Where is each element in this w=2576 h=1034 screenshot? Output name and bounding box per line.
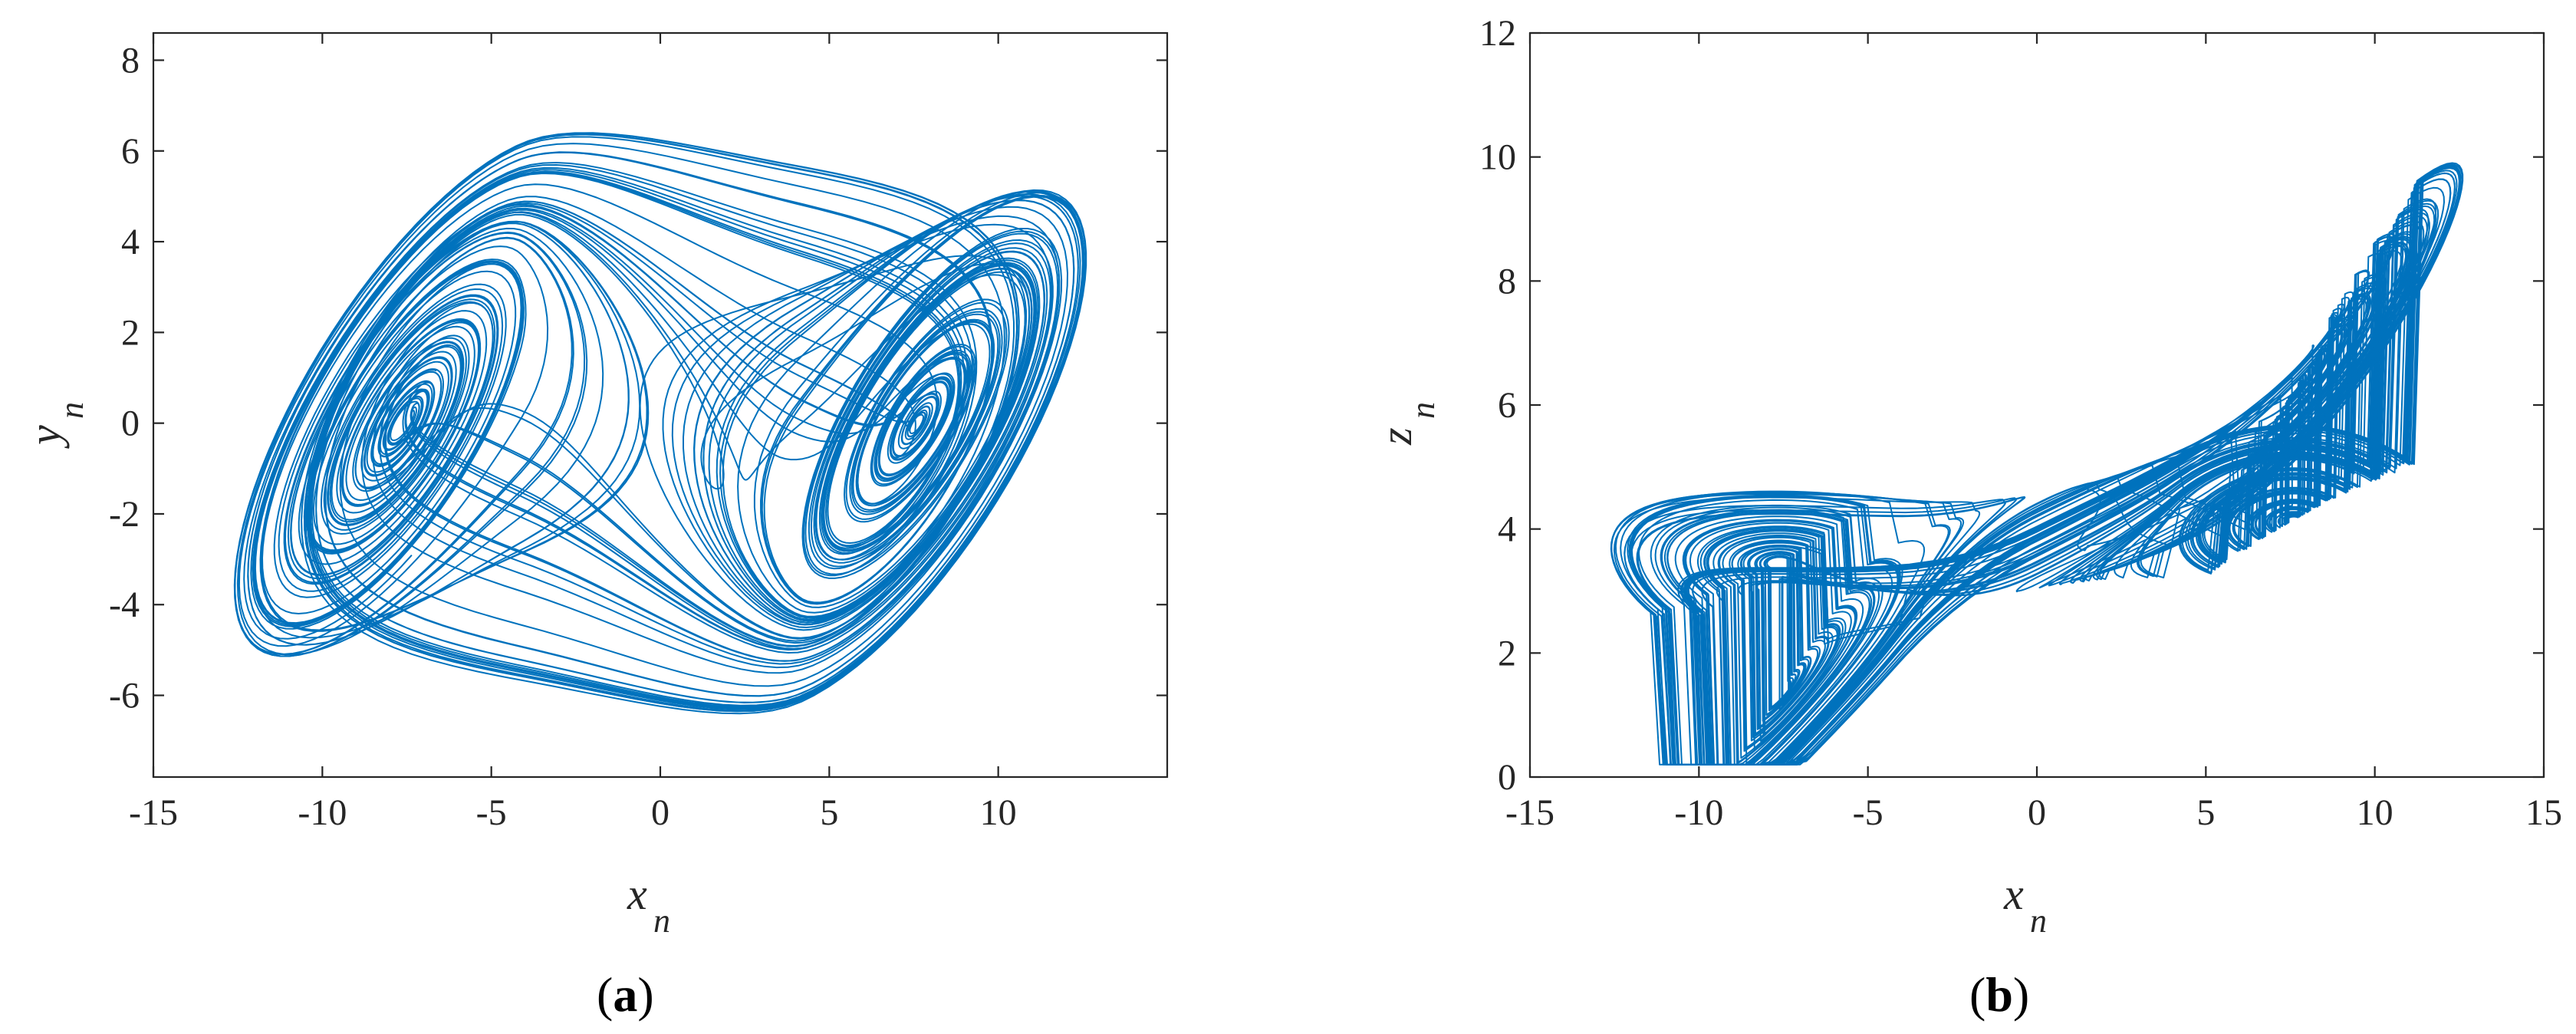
x-tick-label: -10 (298, 792, 347, 833)
y-tick-label: -4 (109, 585, 140, 625)
y-tick-labels-b: 0 2 4 6 8 10 12 (1479, 13, 1516, 798)
trajectory-segment (233, 132, 1087, 713)
x-tick-label: -5 (1853, 792, 1883, 833)
x-tick-label: -5 (476, 792, 507, 833)
x-tick-label: -10 (1674, 792, 1723, 833)
x-tick-label: -15 (1505, 792, 1554, 833)
y-tick-label: 8 (121, 40, 140, 81)
ticks-b (1528, 31, 2545, 779)
trajectory-segment (250, 164, 1084, 710)
panel-label-b: (b) (1969, 967, 2029, 1022)
x-tick-label: 0 (651, 792, 669, 833)
attractor-trajectory-a (233, 132, 1087, 715)
panel-label-a-letter: a (613, 967, 637, 1022)
ticks-a (152, 33, 1167, 777)
y-tick-label: 0 (1498, 757, 1516, 798)
y-tick-label: 0 (121, 403, 140, 444)
y-tick-label: -2 (109, 494, 140, 535)
y-tick-label: 10 (1479, 137, 1516, 178)
y-tick-label: 4 (121, 222, 140, 262)
trajectory-segment (1610, 166, 2462, 766)
x-tick-label: 10 (2357, 792, 2393, 833)
x-tick-label: 5 (820, 792, 838, 833)
y-tick-label: 8 (1498, 261, 1516, 301)
y-axis-label-b: z (1371, 427, 1421, 446)
panel-b: -15 -10 -5 0 5 10 15 0 2 4 6 8 10 12 x n z n (b) (1371, 13, 2562, 1022)
y-axis-label-sub-a: n (53, 402, 90, 419)
x-axis-label-a: x (627, 869, 647, 919)
y-axis-label-a-group: y n (20, 402, 90, 449)
x-axis-label-sub-a: n (653, 902, 670, 940)
trajectory-segment (1630, 162, 2464, 766)
y-tick-label: 12 (1479, 13, 1516, 54)
x-tick-label: 0 (2028, 792, 2046, 833)
attractor-trajectory-b (1610, 162, 2464, 766)
x-tick-label: 5 (2196, 792, 2215, 833)
panel-a: -15 -10 -5 0 5 10 -6 -4 -2 0 2 4 6 8 x n y n (a) (20, 31, 1169, 1022)
x-tick-label: 15 (2525, 792, 2562, 833)
x-axis-label-sub-b: n (2030, 902, 2047, 940)
y-tick-label: 2 (1498, 633, 1516, 673)
trajectory-segment (234, 132, 1085, 710)
panel-label-b-letter: b (1985, 967, 2013, 1022)
y-axis-label-a: y (20, 425, 70, 449)
x-axis-label-b: x (2003, 869, 2024, 919)
x-tick-label: 10 (980, 792, 1017, 833)
panel-label-a: (a) (597, 967, 654, 1022)
y-tick-labels-a: -6 -4 -2 0 2 4 6 8 (109, 40, 140, 716)
y-tick-label: 4 (1498, 509, 1516, 550)
y-tick-label: -6 (109, 676, 140, 716)
y-axis-label-sub-b: n (1404, 402, 1442, 419)
y-axis-label-b-group: z n (1371, 402, 1442, 446)
y-tick-label: 6 (121, 131, 140, 172)
x-tick-label: -15 (129, 792, 178, 833)
y-tick-label: 2 (121, 312, 140, 353)
x-tick-labels-b: -15 -10 -5 0 5 10 15 (1505, 792, 2562, 833)
x-tick-labels-a: -15 -10 -5 0 5 10 (129, 792, 1017, 833)
y-tick-label: 6 (1498, 385, 1516, 426)
trajectory-segment (1627, 166, 2460, 766)
